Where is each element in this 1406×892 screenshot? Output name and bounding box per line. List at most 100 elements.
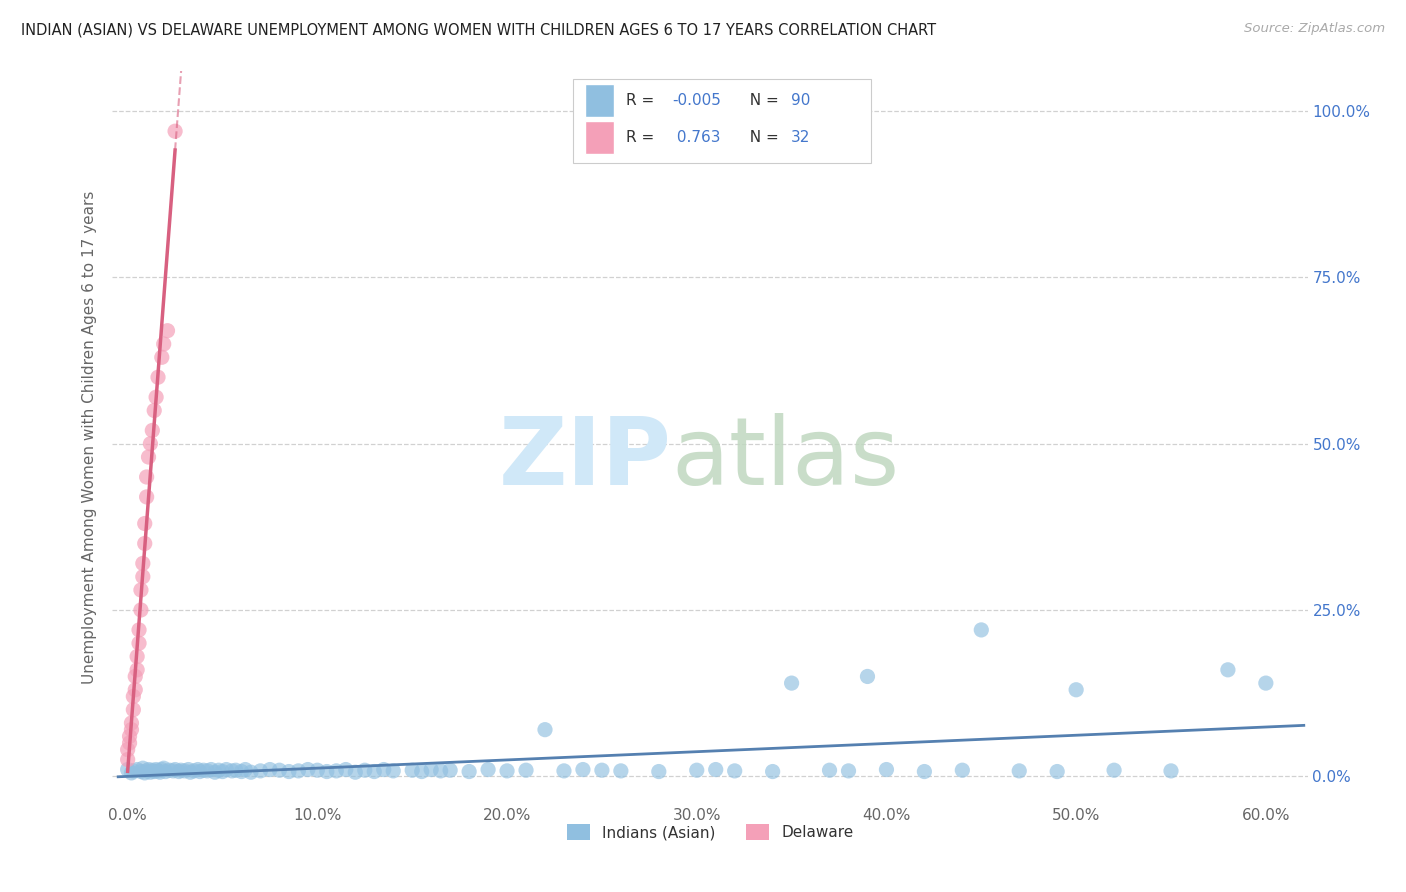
Point [129,603,152,617]
Point [118,729,141,743]
Point [515,763,537,777]
Point [204,765,226,780]
Point [132,570,155,584]
Point [141,763,163,777]
Text: INDIAN (ASIAN) VS DELAWARE UNEMPLOYMENT AMONG WOMEN WITH CHILDREN AGES 6 TO 17 Y: INDIAN (ASIAN) VS DELAWARE UNEMPLOYMENT … [21,22,936,37]
Point [363,764,385,779]
Point [193,763,215,777]
Point [187,763,209,777]
Point [139,765,162,780]
Point [225,763,247,777]
Point [429,764,451,778]
Point [200,763,222,777]
Point [129,582,152,597]
Point [496,764,519,778]
Point [401,763,423,777]
Point [165,763,187,777]
Point [122,703,145,717]
Point [132,761,155,775]
Point [128,623,150,637]
Point [950,763,973,777]
Point [1064,682,1087,697]
Point [249,764,271,778]
Point [458,764,481,779]
Point [128,636,150,650]
Point [124,669,146,683]
Point [970,623,993,637]
Point [141,424,163,438]
Text: 32: 32 [792,130,811,145]
Point [117,753,139,767]
Point [686,763,709,777]
Text: atlas: atlas [672,413,900,505]
Point [134,516,156,531]
Point [353,763,375,777]
Point [145,763,167,777]
Bar [585,121,614,154]
Point [155,764,177,779]
Point [145,390,167,404]
Point [325,764,347,778]
Text: Source: ZipAtlas.com: Source: ZipAtlas.com [1244,22,1385,36]
Point [724,764,747,778]
Point [307,763,329,777]
Point [139,436,162,450]
Point [165,124,187,138]
Point [177,763,200,777]
Point [156,324,179,338]
Point [127,649,149,664]
Point [150,351,173,365]
Point [120,723,142,737]
Point [221,764,243,778]
Point [231,764,253,779]
Point [572,763,595,777]
Point [762,764,785,779]
Point [297,763,319,777]
Point [138,450,160,464]
Point [704,763,727,777]
Text: N =: N = [740,93,783,108]
Point [132,557,155,571]
FancyBboxPatch shape [572,78,872,163]
Point [610,764,633,778]
Y-axis label: Unemployment Among Women with Children Ages 6 to 17 years: Unemployment Among Women with Children A… [82,190,97,684]
Point [143,764,166,779]
Point [269,763,291,777]
Point [146,764,169,778]
Point [344,765,367,780]
Point [553,764,575,778]
Point [120,716,142,731]
Point [1102,763,1125,777]
Point [179,765,201,780]
Point [170,763,193,777]
Point [122,690,145,704]
Point [122,764,145,778]
Text: 0.763: 0.763 [672,130,720,145]
Point [135,764,157,778]
Point [411,764,433,779]
Text: ZIP: ZIP [499,413,672,505]
Point [150,763,173,777]
Point [118,736,141,750]
Point [127,763,149,777]
Text: R =: R = [627,93,659,108]
Point [215,763,238,777]
Point [134,765,156,780]
Point [315,764,337,779]
Point [173,764,195,778]
Point [420,763,443,777]
Point [439,763,461,777]
Point [856,669,879,683]
Point [124,682,146,697]
Bar [585,84,614,117]
Point [149,765,172,780]
Point [875,763,897,777]
Point [382,764,405,778]
Text: -0.005: -0.005 [672,93,721,108]
Point [152,761,174,775]
Point [239,765,262,780]
Point [233,763,256,777]
Point [183,764,205,778]
Point [1216,663,1239,677]
Point [818,763,841,777]
